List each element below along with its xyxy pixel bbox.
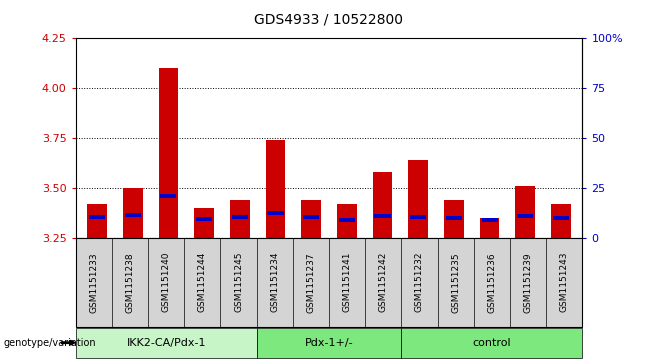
- Text: genotype/variation: genotype/variation: [3, 338, 96, 348]
- Text: GSM1151238: GSM1151238: [126, 252, 134, 313]
- Bar: [517, 213, 533, 218]
- Bar: [482, 217, 497, 222]
- Bar: [339, 217, 355, 222]
- Bar: [123, 188, 143, 238]
- Bar: [444, 200, 464, 238]
- Bar: [515, 186, 535, 238]
- Text: GSM1151235: GSM1151235: [451, 252, 460, 313]
- Text: GSM1151244: GSM1151244: [198, 252, 207, 313]
- Text: GSM1151242: GSM1151242: [379, 252, 388, 313]
- Text: GSM1151239: GSM1151239: [524, 252, 532, 313]
- Bar: [266, 140, 286, 238]
- Bar: [337, 204, 357, 238]
- Bar: [553, 216, 569, 220]
- Text: Pdx-1+/-: Pdx-1+/-: [305, 338, 353, 348]
- Text: GSM1151234: GSM1151234: [270, 252, 279, 313]
- Bar: [372, 172, 392, 238]
- Text: GSM1151243: GSM1151243: [560, 252, 569, 313]
- Bar: [194, 208, 214, 238]
- Bar: [446, 216, 462, 220]
- Bar: [301, 200, 321, 238]
- Bar: [480, 218, 499, 238]
- Bar: [159, 68, 178, 238]
- Text: GSM1151240: GSM1151240: [162, 252, 170, 313]
- Bar: [409, 160, 428, 238]
- Bar: [551, 204, 570, 238]
- Text: GSM1151233: GSM1151233: [89, 252, 98, 313]
- Bar: [125, 213, 141, 217]
- Bar: [232, 215, 248, 219]
- Bar: [410, 215, 426, 219]
- Text: GDS4933 / 10522800: GDS4933 / 10522800: [255, 13, 403, 27]
- Text: control: control: [472, 338, 511, 348]
- Bar: [303, 215, 319, 219]
- Text: GSM1151241: GSM1151241: [343, 252, 351, 313]
- Bar: [161, 193, 176, 198]
- Bar: [196, 217, 212, 221]
- Bar: [88, 204, 107, 238]
- Bar: [89, 215, 105, 219]
- Text: GSM1151236: GSM1151236: [488, 252, 496, 313]
- Text: GSM1151245: GSM1151245: [234, 252, 243, 313]
- Text: GSM1151232: GSM1151232: [415, 252, 424, 313]
- Bar: [374, 213, 391, 218]
- Bar: [230, 200, 249, 238]
- Text: IKK2-CA/Pdx-1: IKK2-CA/Pdx-1: [126, 338, 206, 348]
- Text: GSM1151237: GSM1151237: [307, 252, 315, 313]
- Bar: [267, 211, 284, 215]
